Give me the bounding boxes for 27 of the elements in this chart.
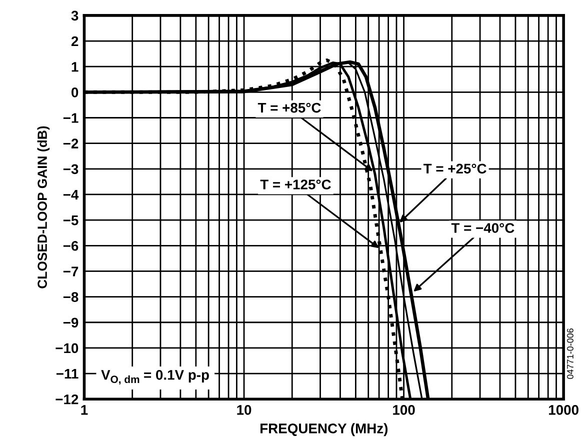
- annotation: T = +125°C: [260, 180, 331, 190]
- y-tick-label: 1: [72, 62, 78, 72]
- x-tick-label: 1000: [549, 405, 578, 415]
- y-tick-label: −12: [56, 394, 78, 404]
- x-tick-label: 1: [81, 405, 88, 415]
- annotation: T = +25°C: [423, 164, 486, 174]
- y-tick-label: 2: [71, 36, 78, 46]
- annotation: T = −40°C: [451, 223, 514, 233]
- y-tick-label: −6: [63, 240, 78, 251]
- y-tick-label: −1: [63, 113, 78, 123]
- y-tick-label: −8: [63, 292, 78, 302]
- y-tick-label: −4: [63, 190, 79, 200]
- x-axis-title: FREQUENCY (MHz): [260, 423, 388, 436]
- x-tick-label: 100: [393, 405, 415, 415]
- y-tick-label: −11: [56, 369, 78, 379]
- y-tick-label: −3: [63, 164, 78, 174]
- annotation: T = +85°C: [258, 102, 321, 113]
- y-tick-label: −2: [63, 138, 78, 148]
- y-tick-label: 3: [71, 10, 78, 21]
- y-tick-label: −7: [63, 266, 78, 276]
- y-tick-label: −5: [63, 216, 78, 226]
- x-tick-label: 10: [237, 405, 252, 415]
- text: 04771-0-006: [567, 328, 574, 379]
- y-tick-label: 0: [72, 88, 78, 98]
- y-axis-title: CLOSED-LOOP GAIN (dB): [37, 126, 50, 288]
- y-tick-label: −10: [56, 343, 78, 354]
- y-tick-label: −9: [63, 318, 78, 328]
